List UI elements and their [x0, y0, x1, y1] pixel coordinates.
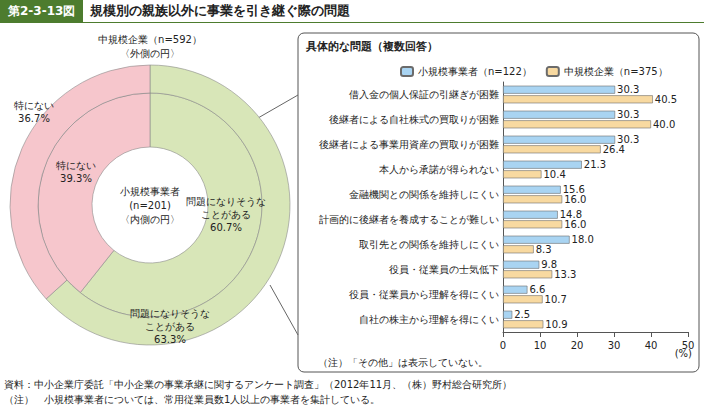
- svg-text:金融機関との関係を維持しにくい: 金融機関との関係を維持しにくい: [349, 189, 499, 200]
- svg-text:16.0: 16.0: [564, 219, 586, 230]
- html-text:第2-3-13図: 第2-3-13図: [8, 4, 76, 18]
- svg-text:30: 30: [608, 340, 621, 351]
- svg-text:63.3%: 63.3%: [154, 334, 186, 345]
- svg-text:21.3: 21.3: [584, 159, 606, 170]
- svg-text:16.0: 16.0: [564, 194, 586, 205]
- svg-text:15.6: 15.6: [562, 184, 585, 196]
- svg-text:中規模企業（n=375）: 中規模企業（n=375）: [564, 66, 668, 77]
- svg-text:ことがある: ことがある: [201, 209, 251, 220]
- svg-text:10.4: 10.4: [543, 169, 565, 180]
- svg-text:特にない: 特にない: [14, 100, 54, 111]
- svg-text:20: 20: [571, 340, 584, 351]
- svg-text:39.3%: 39.3%: [60, 173, 92, 184]
- svg-text:60.7%: 60.7%: [210, 222, 242, 233]
- svg-text:2.5: 2.5: [514, 309, 530, 320]
- svg-text:0: 0: [500, 340, 506, 351]
- svg-text:30.3: 30.3: [617, 134, 640, 146]
- svg-text:後継者による自社株式の買取りが困難: 後継者による自社株式の買取りが困難: [329, 114, 499, 125]
- svg-text:中規模企業（n=592）: 中規模企業（n=592）: [98, 34, 202, 45]
- svg-text:取引先との関係を維持しにくい: 取引先との関係を維持しにくい: [359, 239, 499, 250]
- svg-text:具体的な問題（複数回答）: 具体的な問題（複数回答）: [305, 40, 438, 53]
- html-text:（注） 小規模事業者については、常用従業員数1人以上の事業者: （注） 小規模事業者については、常用従業員数1人以上の事業者を集計している。: [4, 394, 381, 405]
- svg-text:9.8: 9.8: [541, 259, 558, 271]
- svg-text:10: 10: [534, 340, 547, 351]
- svg-text:18.0: 18.0: [572, 234, 594, 245]
- svg-text:30.3: 30.3: [617, 109, 639, 120]
- svg-text:本人から承諾が得られない: 本人から承諾が得られない: [379, 164, 499, 175]
- svg-text:小規模事業者（n=122）: 小規模事業者（n=122）: [418, 66, 532, 77]
- svg-text:ことがある: ことがある: [145, 321, 195, 332]
- svg-text:後継者による事業用資産の買取りが困難: 後継者による事業用資産の買取りが困難: [319, 139, 499, 150]
- svg-text:40: 40: [645, 340, 658, 351]
- svg-text:40.5: 40.5: [655, 94, 677, 105]
- svg-text:役員・従業員から理解を得にくい: 役員・従業員から理解を得にくい: [349, 289, 499, 300]
- svg-text:(n=201): (n=201): [129, 200, 171, 211]
- svg-text:〈外側の円〉: 〈外側の円〉: [120, 48, 180, 59]
- svg-text:6.6: 6.6: [529, 284, 545, 295]
- svg-text:借入金の個人保証の引継ぎが困難: 借入金の個人保証の引継ぎが困難: [349, 89, 499, 100]
- svg-text:問題になりそうな: 問題になりそうな: [186, 196, 266, 207]
- svg-text:小規模事業者: 小規模事業者: [120, 186, 180, 197]
- svg-text:役員・従業員の士気低下: 役員・従業員の士気低下: [389, 264, 499, 275]
- svg-text:（注）「その他」は表示していない。: （注）「その他」は表示していない。: [318, 357, 488, 368]
- html-text:資料：中小企業庁委託「中小企業の事業承継に関するアンケート調: 資料：中小企業庁委託「中小企業の事業承継に関するアンケート調査」（2012年11…: [4, 379, 513, 390]
- svg-text:〈内側の円〉: 〈内側の円〉: [120, 214, 180, 225]
- svg-text:26.4: 26.4: [603, 144, 625, 155]
- svg-text:14.8: 14.8: [559, 209, 582, 221]
- svg-text:特にない: 特にない: [56, 160, 96, 171]
- html-text:規模別の親族以外に事業を引き継ぐ際の問題: 規模別の親族以外に事業を引き継ぐ際の問題: [90, 3, 350, 18]
- svg-text:8.3: 8.3: [536, 244, 552, 255]
- svg-text:40.0: 40.0: [653, 119, 675, 130]
- svg-text:36.7%: 36.7%: [18, 113, 50, 124]
- svg-text:13.3: 13.3: [554, 269, 576, 280]
- svg-text:50: 50: [682, 340, 695, 351]
- svg-text:自社の株主から理解を得にくい: 自社の株主から理解を得にくい: [359, 314, 499, 325]
- svg-text:問題になりそうな: 問題になりそうな: [130, 308, 210, 319]
- svg-text:30.3: 30.3: [617, 84, 639, 95]
- svg-text:10.7: 10.7: [545, 294, 567, 305]
- svg-text:10.9: 10.9: [545, 319, 567, 330]
- svg-text:計画的に後継者を養成することが難しい: 計画的に後継者を養成することが難しい: [319, 214, 499, 225]
